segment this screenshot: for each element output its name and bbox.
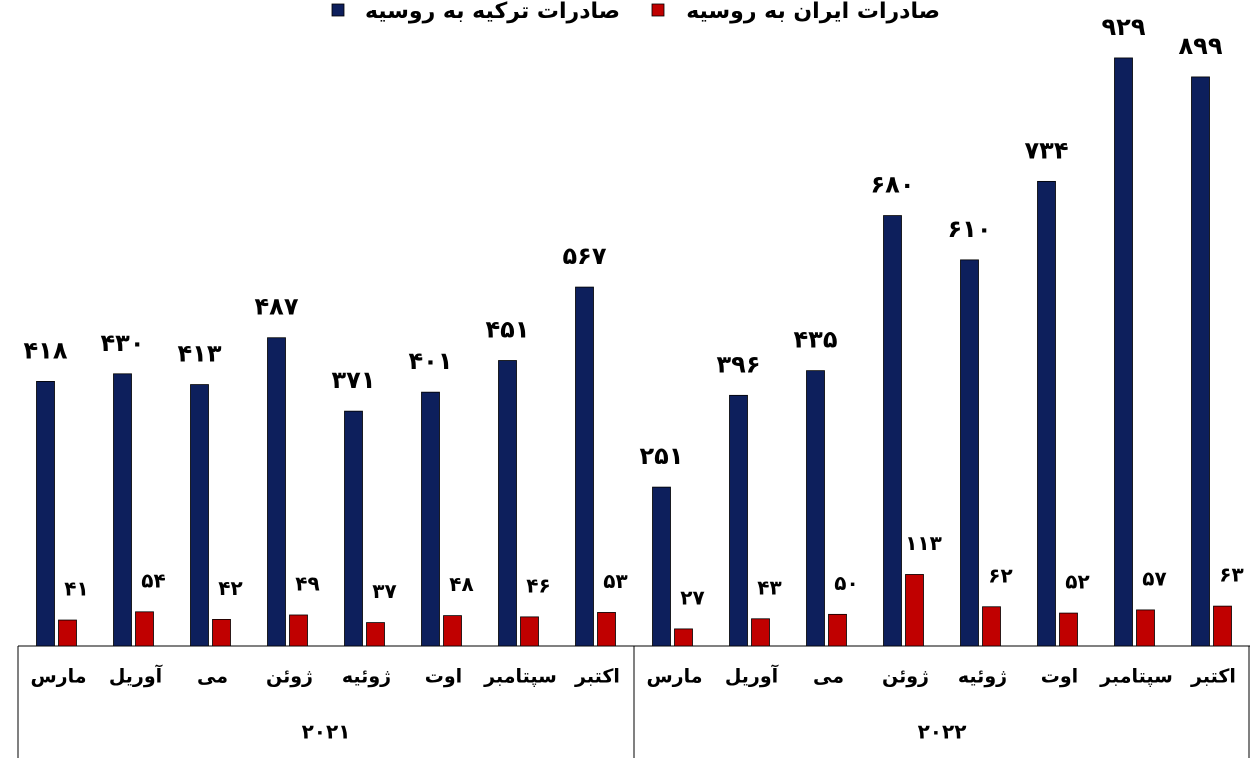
x-tick-label: ژوئن xyxy=(266,666,313,688)
data-label: ۳۹۶ xyxy=(717,350,761,378)
data-label: ۳۷۱ xyxy=(332,366,376,394)
bar xyxy=(36,381,55,647)
bar xyxy=(806,370,825,647)
x-tick-label: آوریل xyxy=(109,664,163,688)
bar xyxy=(289,614,308,647)
x-tick-label: اکتبر xyxy=(1190,666,1236,688)
x-tick-label: می xyxy=(197,666,228,688)
bar xyxy=(575,286,594,647)
x-tick-label: مارس xyxy=(646,666,702,688)
bar xyxy=(1213,605,1232,647)
x-tick-label: مارس xyxy=(30,666,86,688)
data-label: ۴۳ xyxy=(757,575,781,599)
data-label: ۶۱۰ xyxy=(948,215,992,243)
legend-label: صادرات ایران به روسیه xyxy=(686,0,940,24)
bar xyxy=(960,259,979,647)
legend-label: صادرات ترکیه به روسیه xyxy=(365,0,620,24)
bar xyxy=(190,384,209,647)
data-label: ۴۰۱ xyxy=(409,347,453,375)
data-label: ۴۱۸ xyxy=(24,336,68,364)
bar xyxy=(883,215,902,647)
data-label: ۴۳۰ xyxy=(101,329,145,357)
legend-swatch xyxy=(651,3,665,17)
bar xyxy=(498,360,517,647)
bar xyxy=(729,394,748,647)
bar xyxy=(905,574,924,647)
bar xyxy=(1059,612,1078,647)
bar xyxy=(1114,57,1133,647)
x-tick-label: اوت xyxy=(1041,666,1078,688)
data-label: ۳۷ xyxy=(372,579,396,603)
bar xyxy=(443,615,462,647)
bar xyxy=(267,337,286,647)
data-label: ۵۲ xyxy=(1065,570,1089,594)
bar xyxy=(113,373,132,647)
bar xyxy=(982,606,1001,647)
data-label: ۴۱۳ xyxy=(178,340,222,368)
x-tick-label: آوریل xyxy=(725,664,779,688)
bar xyxy=(597,612,616,647)
data-label: ۴۹ xyxy=(295,571,319,595)
data-label: ۱۱۳ xyxy=(905,531,942,555)
data-label: ۴۵۱ xyxy=(486,316,530,344)
x-tick-label: اوت xyxy=(425,666,462,688)
data-label: ۶۸۰ xyxy=(871,171,915,199)
bar xyxy=(1037,180,1056,647)
bar xyxy=(751,618,770,647)
bar xyxy=(421,391,440,647)
bar xyxy=(135,611,154,647)
data-label: ۵۳ xyxy=(603,569,627,593)
data-label: ۸۹۹ xyxy=(1179,32,1223,60)
bar xyxy=(344,410,363,647)
data-label: ۷۳۴ xyxy=(1025,136,1069,164)
x-tick-label: ژوئیه xyxy=(958,666,1007,688)
x-tick-label: ژوئن xyxy=(882,666,929,688)
data-label: ۹۲۹ xyxy=(1102,13,1146,41)
data-label: ۴۶ xyxy=(526,573,550,597)
data-label: ۴۸۷ xyxy=(255,293,299,321)
data-label: ۵۷ xyxy=(1142,566,1166,590)
bar xyxy=(212,619,231,647)
x-tick-label: سپتامبر xyxy=(483,666,557,688)
data-label: ۶۳ xyxy=(1219,563,1243,587)
bar xyxy=(1136,609,1155,647)
group-label: ۲۰۲۲ xyxy=(918,720,967,744)
x-tick-label: سپتامبر xyxy=(1099,666,1173,688)
bar xyxy=(828,613,847,647)
group-label: ۲۰۲۱ xyxy=(302,720,351,744)
bar xyxy=(520,616,539,647)
data-label: ۴۲ xyxy=(218,576,242,600)
x-tick-label: می xyxy=(813,666,844,688)
bar xyxy=(674,628,693,647)
data-label: ۲۵۱ xyxy=(640,442,684,470)
data-label: ۲۷ xyxy=(680,585,704,609)
bar xyxy=(652,486,671,647)
data-label: ۴۳۵ xyxy=(794,326,838,354)
data-label: ۵۰ xyxy=(834,571,858,595)
bar xyxy=(58,619,77,647)
data-label: ۴۸ xyxy=(449,572,473,596)
data-label: ۴۱ xyxy=(64,577,88,601)
bar xyxy=(366,622,385,647)
x-tick-label: اکتبر xyxy=(574,666,620,688)
data-label: ۶۲ xyxy=(988,563,1012,587)
x-tick-label: ژوئیه xyxy=(342,666,391,688)
data-label: ۵۶۷ xyxy=(563,242,607,270)
bar xyxy=(1191,76,1210,647)
data-label: ۵۴ xyxy=(141,568,165,592)
legend-swatch xyxy=(331,3,345,17)
